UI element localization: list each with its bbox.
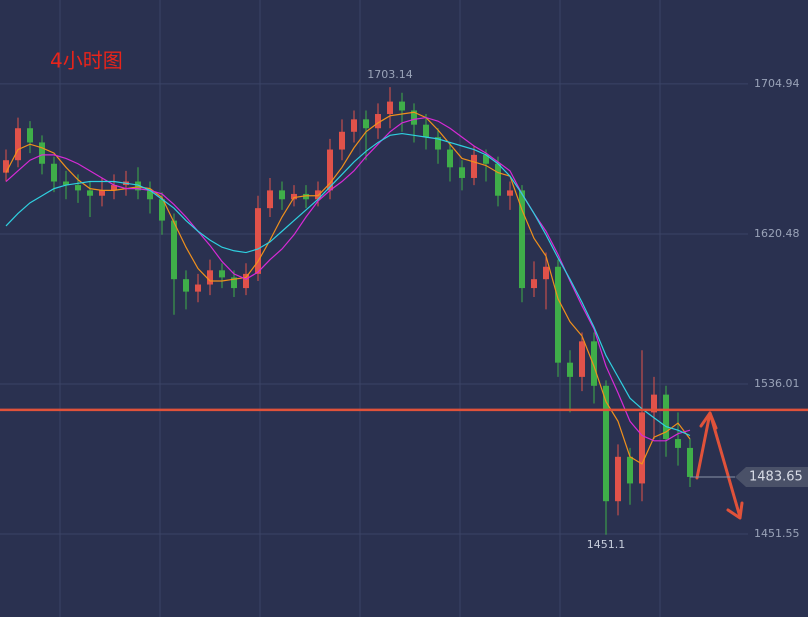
candle-body	[135, 181, 141, 191]
candle-body	[627, 456, 633, 484]
candle-body	[39, 142, 45, 164]
candle-body	[519, 190, 525, 289]
candle-body	[387, 101, 393, 115]
arrows	[695, 411, 744, 520]
candle-body	[87, 190, 93, 196]
candle-body	[147, 190, 153, 200]
candle-body	[75, 185, 81, 191]
candle-body	[603, 385, 609, 502]
candle-body	[327, 149, 333, 191]
candle-body	[639, 412, 645, 484]
candle-body	[303, 193, 309, 200]
candle-body	[27, 128, 33, 143]
candle-body	[231, 277, 237, 289]
candle-body	[555, 266, 561, 363]
candle-body	[351, 119, 357, 132]
candle-body	[363, 119, 369, 129]
candle-body	[651, 394, 657, 413]
candle-body	[63, 181, 69, 186]
plot: 1451.55 1536.01 1620.48 1704.94	[0, 77, 800, 540]
candle-body	[3, 160, 9, 173]
candle-body	[435, 137, 441, 150]
price-tag	[735, 466, 808, 487]
candle-body	[207, 270, 213, 285]
candle-body	[99, 190, 105, 196]
candle-body	[423, 124, 429, 138]
candle-body	[375, 114, 381, 129]
y-tick-label: 1704.94	[754, 77, 800, 90]
candle-body	[171, 220, 177, 280]
candle-body	[339, 131, 345, 150]
y-tick-label: 1451.55	[754, 527, 800, 540]
y-tick-label: 1620.48	[754, 227, 800, 240]
candle-body	[279, 190, 285, 200]
candle-body	[291, 193, 297, 200]
candle-body	[183, 279, 189, 292]
candle-body	[219, 270, 225, 278]
candle-body	[195, 284, 201, 292]
price-tag-label: 1483.65	[749, 469, 803, 484]
candle-body	[591, 341, 597, 386]
candle-body	[615, 456, 621, 502]
candle-body	[567, 362, 573, 377]
candle-body	[471, 154, 477, 178]
candle-body	[267, 190, 273, 209]
chart-title: 4小时图	[50, 49, 123, 73]
candle-body	[51, 163, 57, 182]
candle-body	[579, 341, 585, 377]
candle-body	[243, 273, 249, 289]
low-label: 1451.1	[587, 538, 626, 551]
candle-body	[495, 163, 501, 196]
candle-body	[111, 185, 117, 191]
candle-body	[687, 447, 693, 477]
candle-body	[15, 128, 21, 161]
candle-body	[483, 154, 489, 164]
arrowhead	[699, 411, 718, 430]
arrow-path	[695, 411, 742, 519]
candle-body	[459, 167, 465, 178]
candle-body	[255, 208, 261, 274]
candle-body	[507, 190, 513, 196]
candle-body	[675, 439, 681, 448]
time-grid	[59, 0, 661, 617]
ma-line	[5, 116, 691, 442]
ma-line	[5, 132, 691, 437]
arrowhead	[726, 501, 744, 520]
candle-body	[411, 110, 417, 125]
high-label: 1703.14	[367, 68, 413, 81]
y-tick-label: 1536.01	[754, 377, 800, 390]
ma-line	[5, 111, 691, 465]
candle-body	[663, 394, 669, 440]
candle-body	[543, 266, 549, 280]
candle-body	[159, 199, 165, 221]
candle-body	[315, 190, 321, 200]
candle-body	[399, 101, 405, 111]
candle-body	[447, 149, 453, 168]
candle-body	[531, 279, 537, 289]
